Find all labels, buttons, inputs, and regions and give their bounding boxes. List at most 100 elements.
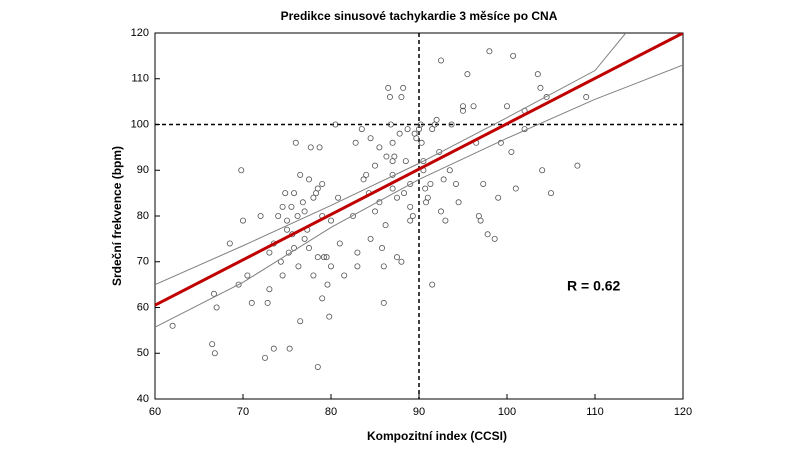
data-point bbox=[543, 94, 550, 101]
data-point bbox=[440, 176, 447, 183]
data-point bbox=[332, 121, 339, 128]
data-point bbox=[379, 245, 386, 252]
y-tick-label: 120 bbox=[131, 27, 149, 39]
data-point bbox=[503, 103, 510, 110]
data-point bbox=[299, 199, 306, 206]
data-point bbox=[283, 217, 290, 224]
data-point bbox=[491, 235, 498, 242]
data-point bbox=[371, 162, 378, 169]
data-point bbox=[382, 222, 389, 229]
y-tick-label: 50 bbox=[137, 347, 149, 359]
data-point bbox=[283, 226, 290, 233]
data-point bbox=[349, 212, 356, 219]
data-point bbox=[294, 212, 301, 219]
data-point bbox=[459, 103, 466, 110]
data-point bbox=[409, 212, 416, 219]
data-point bbox=[429, 126, 436, 133]
data-point bbox=[380, 299, 387, 306]
data-point bbox=[452, 180, 459, 187]
data-point bbox=[537, 84, 544, 91]
data-point bbox=[326, 313, 333, 320]
x-tick-label: 80 bbox=[325, 406, 337, 418]
regression-line bbox=[155, 33, 683, 307]
data-point bbox=[400, 84, 407, 91]
data-point bbox=[305, 245, 312, 252]
data-point bbox=[279, 203, 286, 210]
data-point bbox=[417, 121, 424, 128]
data-point bbox=[486, 48, 493, 55]
data-point bbox=[292, 139, 299, 146]
data-point bbox=[389, 185, 396, 192]
data-point bbox=[512, 185, 519, 192]
data-point bbox=[534, 71, 541, 78]
data-point bbox=[291, 190, 298, 197]
y-tick-label: 80 bbox=[137, 210, 149, 222]
data-point bbox=[376, 144, 383, 151]
data-point bbox=[270, 345, 277, 352]
data-point bbox=[266, 286, 273, 293]
data-point bbox=[248, 299, 255, 306]
data-point bbox=[437, 57, 444, 64]
data-point bbox=[407, 217, 414, 224]
data-point bbox=[367, 235, 374, 242]
data-point bbox=[297, 318, 304, 325]
data-point bbox=[327, 263, 334, 270]
data-point bbox=[354, 263, 361, 270]
data-point bbox=[427, 180, 434, 187]
data-point bbox=[393, 194, 400, 201]
data-point bbox=[470, 103, 477, 110]
data-point bbox=[279, 272, 286, 279]
data-point bbox=[275, 212, 282, 219]
data-point bbox=[539, 167, 546, 174]
data-point bbox=[420, 158, 427, 165]
data-point bbox=[407, 203, 414, 210]
data-point bbox=[226, 240, 233, 247]
data-point bbox=[418, 139, 425, 146]
data-point bbox=[495, 194, 502, 201]
data-point bbox=[238, 167, 245, 174]
data-point bbox=[360, 176, 367, 183]
data-point bbox=[398, 94, 405, 101]
data-point bbox=[380, 263, 387, 270]
data-point bbox=[398, 258, 405, 265]
data-point bbox=[282, 190, 289, 197]
confidence-band-lower bbox=[155, 64, 683, 328]
y-tick-label: 40 bbox=[137, 393, 149, 405]
data-point bbox=[352, 139, 359, 146]
data-point bbox=[327, 217, 334, 224]
data-point bbox=[336, 240, 343, 247]
data-point bbox=[448, 121, 455, 128]
data-point bbox=[396, 130, 403, 137]
x-tick-label: 120 bbox=[674, 406, 692, 418]
data-point bbox=[484, 231, 491, 238]
data-point bbox=[363, 171, 370, 178]
data-point bbox=[391, 153, 398, 160]
y-tick-label: 70 bbox=[137, 256, 149, 268]
data-point bbox=[386, 94, 393, 101]
x-tick-label: 60 bbox=[149, 406, 161, 418]
data-point bbox=[257, 212, 264, 219]
data-point bbox=[387, 121, 394, 128]
data-point bbox=[295, 263, 302, 270]
data-point bbox=[459, 107, 466, 114]
data-point bbox=[358, 126, 365, 133]
data-point bbox=[383, 153, 390, 160]
data-point bbox=[510, 52, 517, 59]
data-point bbox=[288, 203, 295, 210]
data-point bbox=[393, 254, 400, 261]
data-point bbox=[266, 249, 273, 256]
data-point bbox=[433, 116, 440, 123]
data-point bbox=[335, 194, 342, 201]
data-point bbox=[301, 235, 308, 242]
data-point bbox=[446, 167, 453, 174]
data-point bbox=[307, 144, 314, 151]
data-point bbox=[407, 180, 414, 187]
data-point bbox=[324, 281, 331, 288]
data-point bbox=[455, 199, 462, 206]
data-point bbox=[548, 190, 555, 197]
data-point bbox=[574, 162, 581, 169]
data-point bbox=[314, 254, 321, 261]
data-point bbox=[429, 281, 436, 288]
